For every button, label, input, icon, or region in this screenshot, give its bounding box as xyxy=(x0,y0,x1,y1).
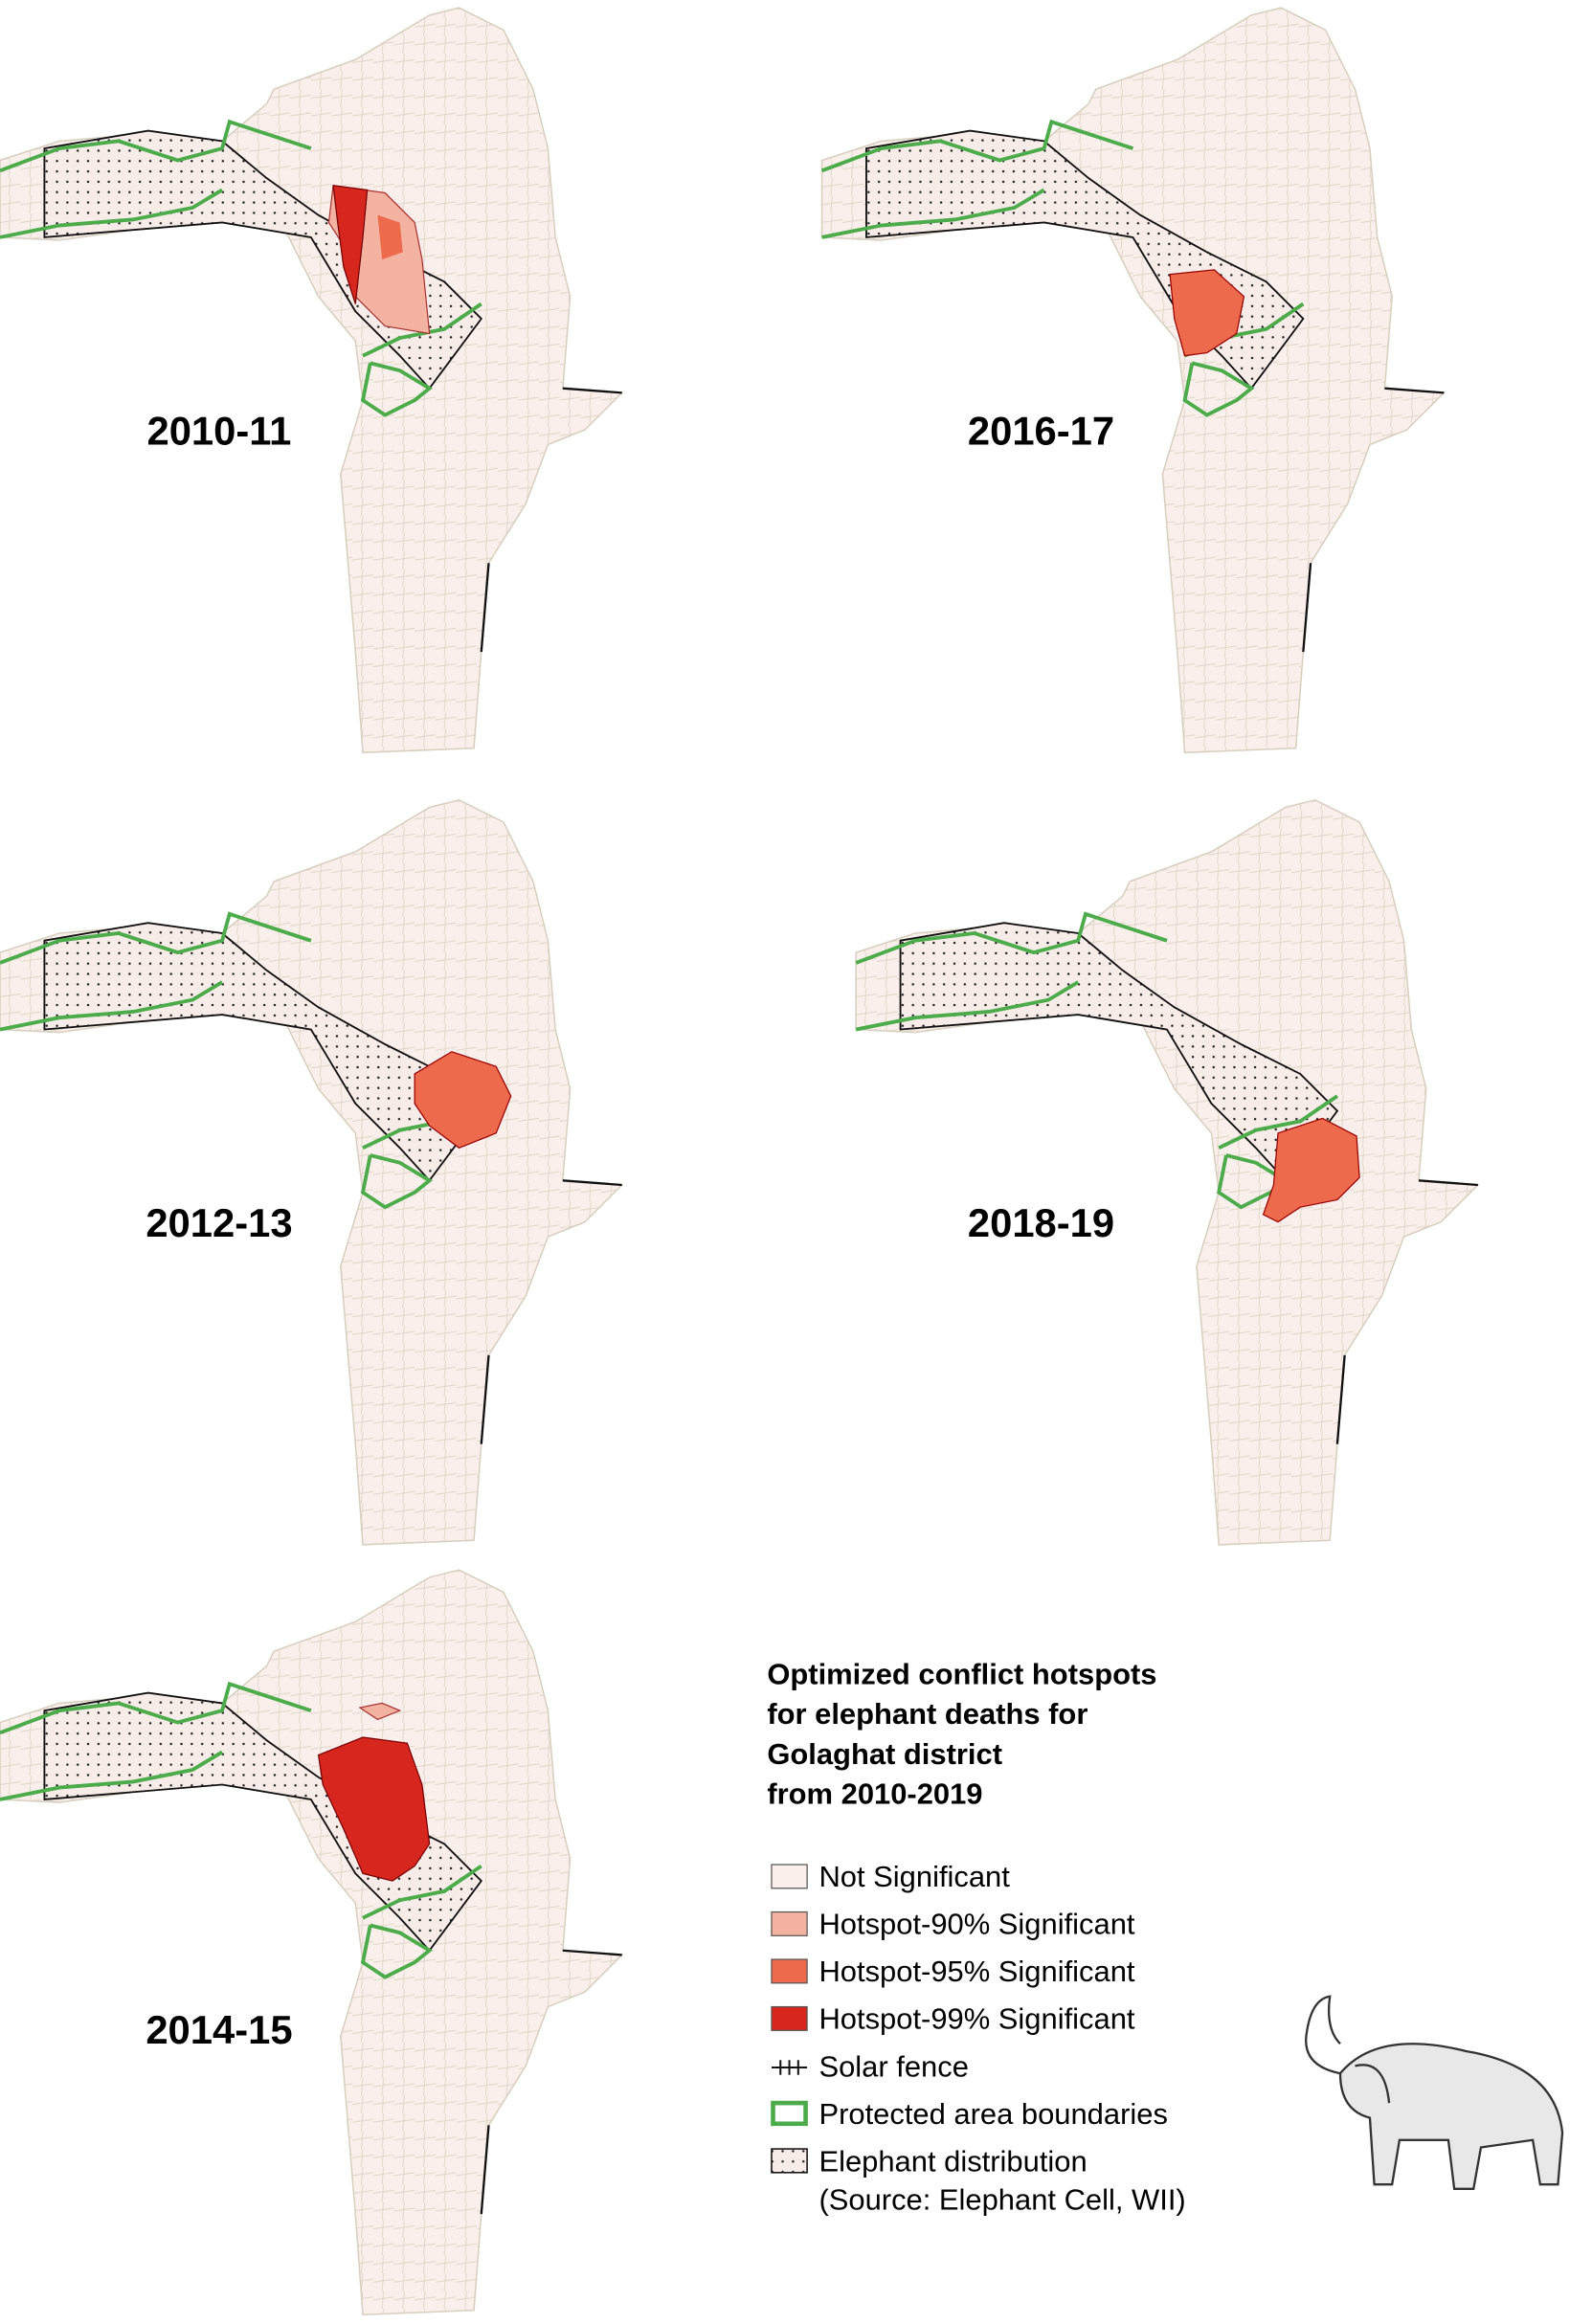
legend-title: Golaghat district xyxy=(767,1737,1002,1771)
legend-label: Protected area boundaries xyxy=(818,2097,1167,2131)
map-panel: 2010-11 xyxy=(0,6,624,755)
panel-label: 2010-11 xyxy=(146,408,291,453)
map-panel: 2016-17 xyxy=(819,6,1446,755)
legend-label: Hotspot-95% Significant xyxy=(818,1955,1134,1988)
legend-label: Solar fence xyxy=(818,2049,968,2083)
legend-label: Hotspot-99% Significant xyxy=(818,2002,1134,2036)
legend-title: from 2010-2019 xyxy=(767,1777,982,1811)
map-panel: 2012-13 xyxy=(0,797,624,1547)
legend-label: Elephant distribution xyxy=(818,2144,1087,2178)
legend-source: (Source: Elephant Cell, WII) xyxy=(818,2182,1185,2216)
panel-label: 2016-17 xyxy=(968,408,1114,453)
legend-label: Hotspot-90% Significant xyxy=(818,1908,1134,1941)
map-panel: 2018-19 xyxy=(854,797,1480,1547)
panel-label: 2014-15 xyxy=(146,2007,292,2052)
legend-title: for elephant deaths for xyxy=(767,1697,1087,1731)
map-panel: 2014-15 xyxy=(0,1568,624,2317)
elephant-illustration xyxy=(1305,1995,1564,2190)
legend-title: Optimized conflict hotspots xyxy=(767,1657,1156,1690)
legend-label: Not Significant xyxy=(818,1860,1010,1893)
panel-label: 2018-19 xyxy=(968,1200,1114,1245)
panel-label: 2012-13 xyxy=(146,1200,292,1245)
legend: Optimized conflict hotspots for elephant… xyxy=(767,1657,1185,2216)
